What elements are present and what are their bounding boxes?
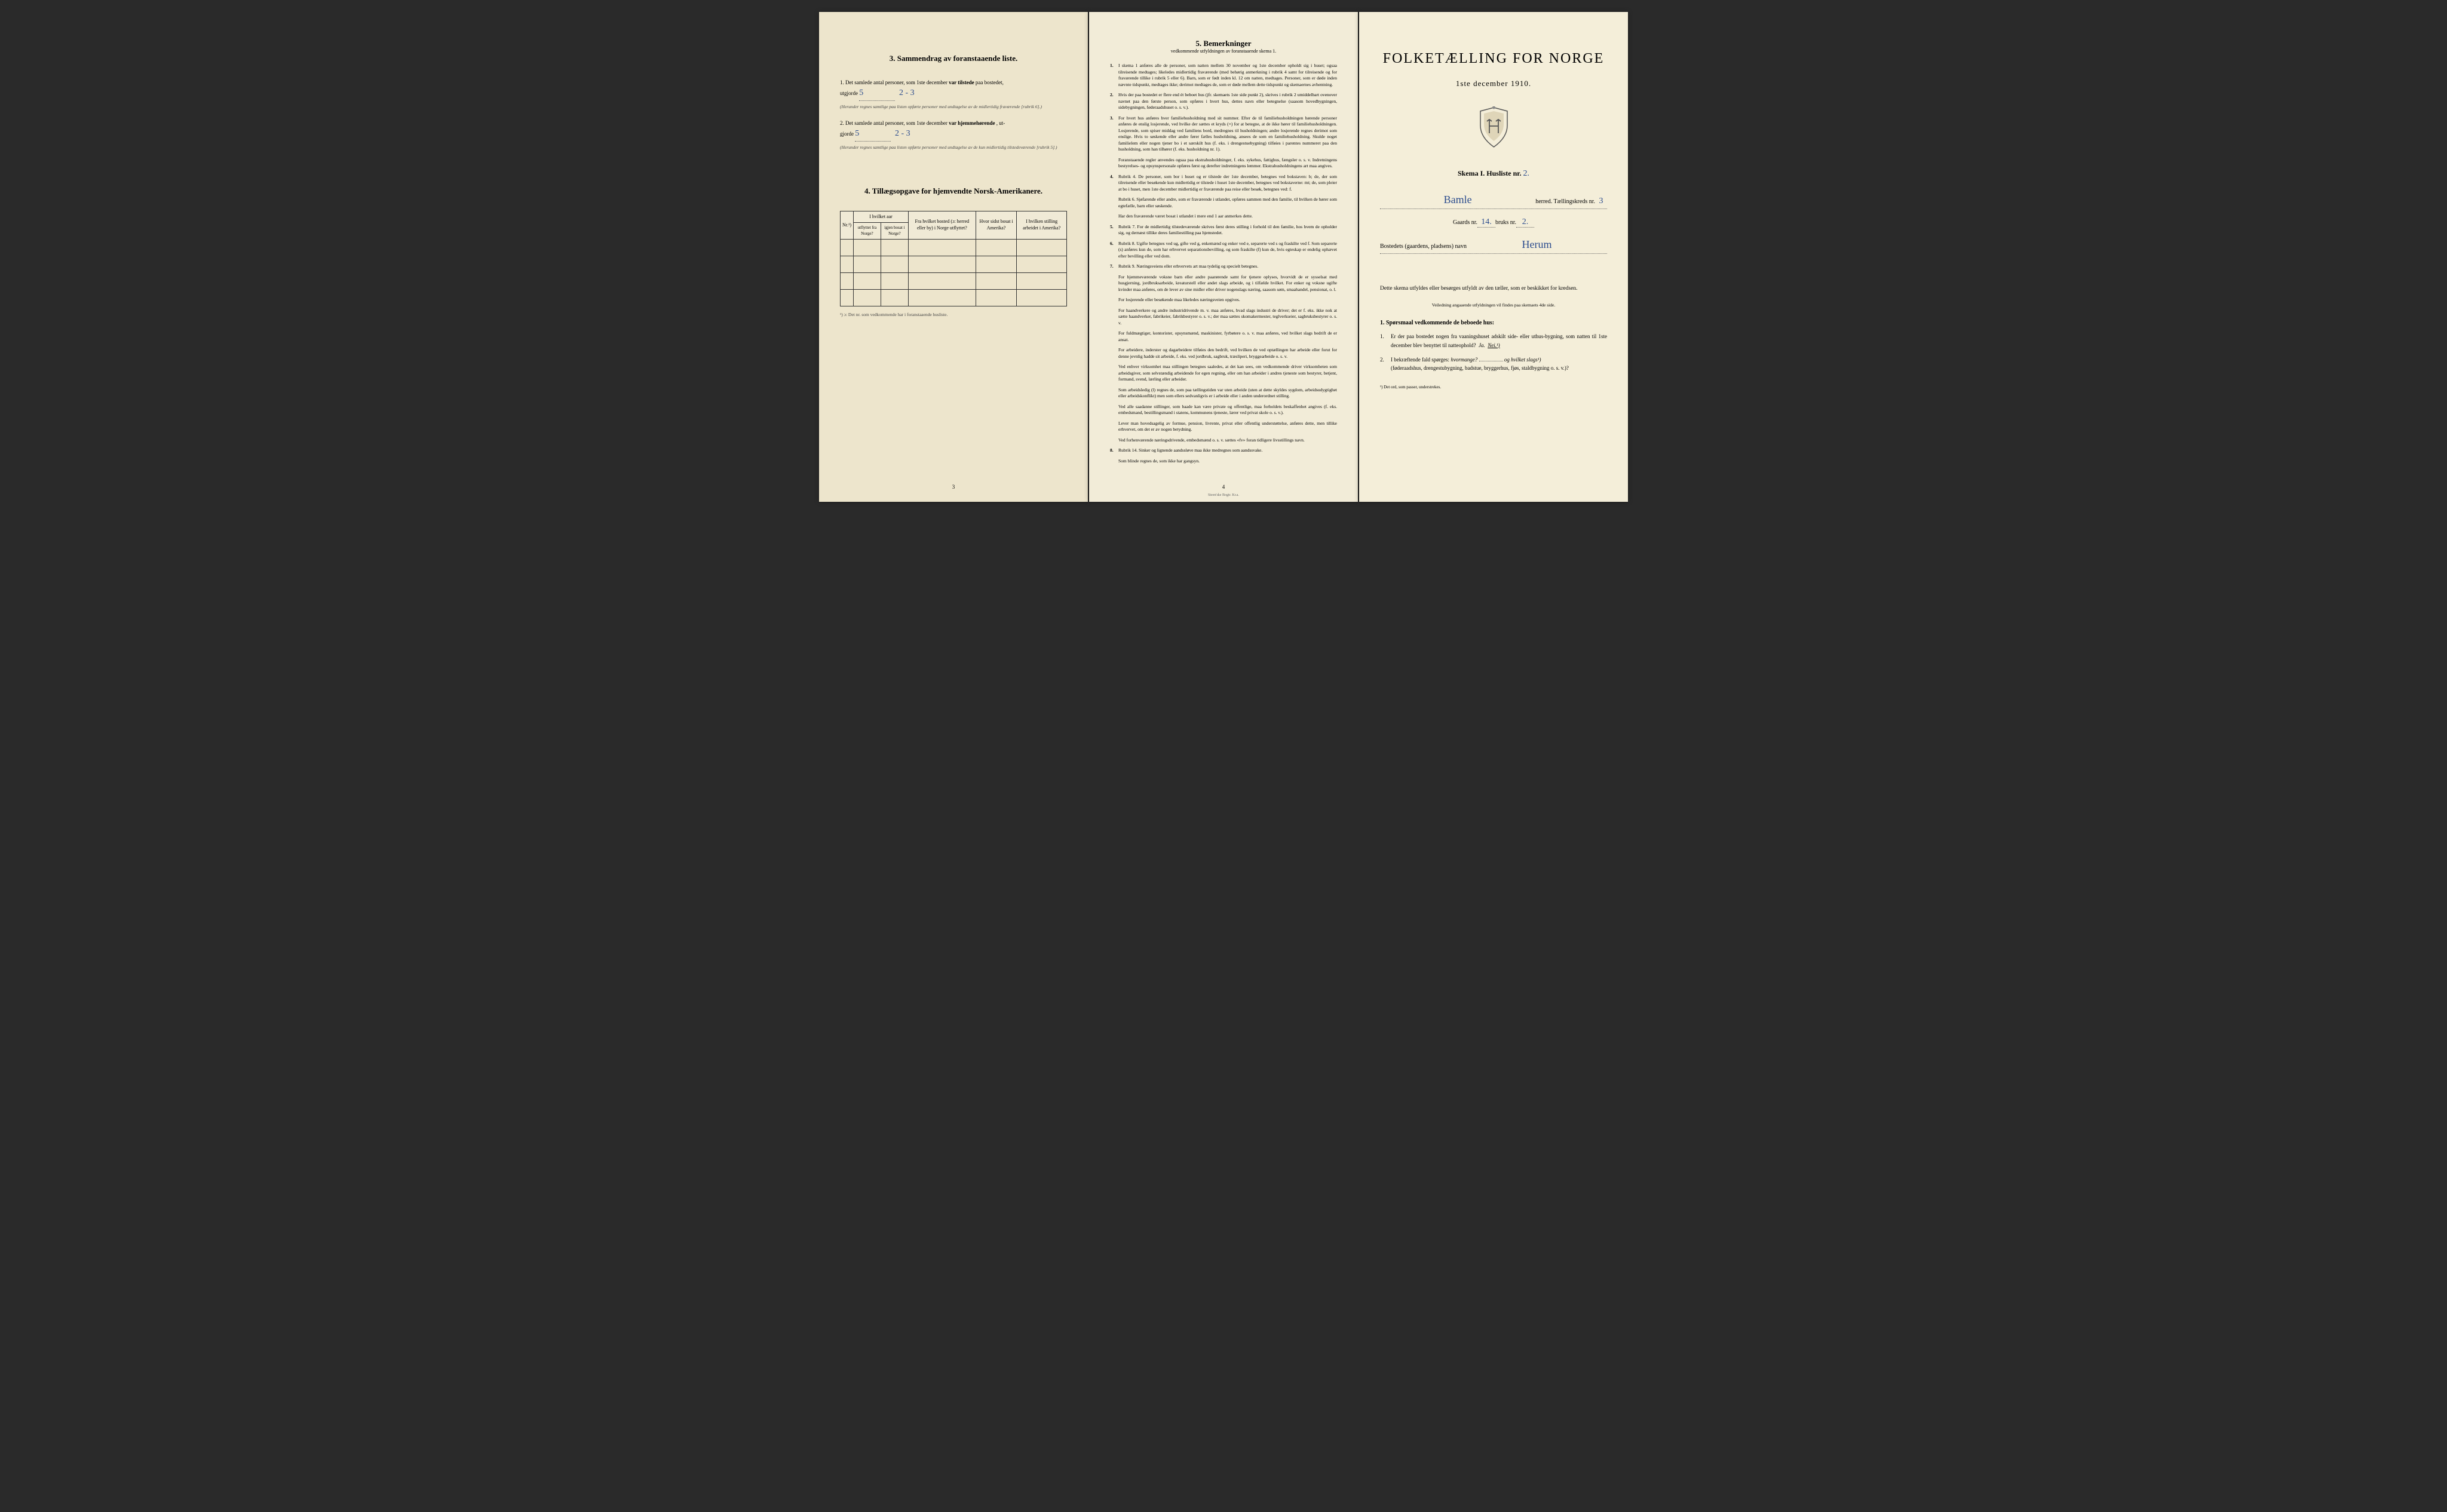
hw-total-present: 5 — [859, 87, 863, 100]
remarks-title: 5. Bemerkninger — [1110, 39, 1337, 48]
hw-husliste-nr: 2. — [1523, 169, 1530, 179]
section-4-title: 4. Tillægsopgave for hjemvendte Norsk-Am… — [840, 186, 1067, 196]
summary-item-1: 1. Det samlede antal personer, som 1ste … — [840, 78, 1067, 110]
remarks-item: Har den fraværende været bosat i utlande… — [1118, 213, 1337, 220]
hw-breakdown-1: 2 - 3 — [899, 87, 915, 100]
coat-of-arms — [1380, 106, 1607, 151]
question-section-title: 1. Spørsmaal vedkommende de beboede hus: — [1380, 320, 1607, 326]
hw-herred: Bamle — [1444, 194, 1472, 206]
small-note: Veiledning angaaende utfyldningen vil fi… — [1380, 302, 1607, 308]
remarks-item: Lever man hovedsagelig av formue, pensio… — [1118, 421, 1337, 433]
page-4: 5. Bemerkninger vedkommende utfyldningen… — [1089, 12, 1358, 502]
hw-breakdown-2: 2 - 3 — [895, 127, 910, 140]
th-returned: igjen bosat i Norge? — [881, 223, 908, 239]
question-2: 2. I bekræftende fald spørges: hvormange… — [1380, 355, 1607, 373]
th-occupation: I hvilken stilling arbeidet i Amerika? — [1017, 211, 1067, 240]
th-year: I hvilket aar — [854, 211, 909, 223]
instruction: Dette skema utfyldes eller besørges utfy… — [1380, 284, 1607, 293]
table-row — [841, 256, 1067, 272]
remarks-item: For arbeidere, inderster og dagarbeidere… — [1118, 347, 1337, 360]
census-date: 1ste december 1910. — [1380, 79, 1607, 88]
th-from: Fra hvilket bosted (ɔ: herred eller by) … — [908, 211, 976, 240]
printer-mark: Steen'ske Bogtr. Kr.a. — [1208, 493, 1239, 497]
remarks-item: 4.Rubrik 4. De personer, som bor i huset… — [1110, 174, 1337, 193]
th-nr: Nr.¹) — [841, 211, 854, 240]
hw-bruks-nr: 2. — [1516, 217, 1534, 228]
page-number: 4 — [1222, 484, 1225, 490]
gaards-line: Gaards nr. 14. bruks nr. 2. — [1380, 217, 1607, 230]
page-number: 3 — [952, 484, 955, 490]
remarks-item: 2.Hvis der paa bostedet er flere end ét … — [1110, 92, 1337, 111]
table-row — [841, 239, 1067, 256]
footnote: ¹) Det ord, som passer, understrekes. — [1380, 385, 1607, 389]
page-3: 3. Sammendrag av foranstaaende liste. 1.… — [819, 12, 1088, 502]
remarks-item: Som arbeidsledig (l) regnes de, som paa … — [1118, 387, 1337, 400]
remarks-subtitle: vedkommende utfyldningen av foranstaaend… — [1110, 48, 1337, 54]
skema-line: Skema I. Husliste nr. 2. — [1380, 169, 1607, 179]
answer-nei: Nei.¹) — [1488, 342, 1500, 348]
remarks-item: Som blinde regnes de, som ikke har gangs… — [1118, 458, 1337, 465]
bosted-line: Bostedets (gaardens, pladsens) navn Heru… — [1380, 238, 1607, 254]
remarks-item: For losjerende eller besøkende maa likel… — [1118, 297, 1337, 303]
remarks-item: Rubrik 6. Sjøfarende eller andre, som er… — [1118, 197, 1337, 209]
remarks-item: For fuldmægtiger, kontorister, opsynsmæn… — [1118, 330, 1337, 343]
section-3-title: 3. Sammendrag av foranstaaende liste. — [840, 54, 1067, 63]
th-emigrated: utflyttet fra Norge? — [854, 223, 881, 239]
hw-kreds-nr: 3 — [1595, 197, 1607, 206]
question-1: 1. Er der paa bostedet nogen fra vaaning… — [1380, 332, 1607, 349]
remarks-item: For haandverkere og andre industridriven… — [1118, 308, 1337, 327]
main-title: FOLKETÆLLING FOR NORGE — [1380, 51, 1607, 67]
emigrant-table: Nr.¹) I hvilket aar Fra hvilket bosted (… — [840, 211, 1067, 306]
hw-bosted: Herum — [1522, 238, 1551, 251]
hw-total-resident: 5 — [855, 127, 859, 140]
table-row — [841, 289, 1067, 306]
summary-item-2: 2. Det samlede antal personer, som 1ste … — [840, 119, 1067, 151]
herred-line: Bamle herred. Tællingskreds nr. 3 — [1380, 194, 1607, 209]
remarks-item: 7.Rubrik 9. Næringsveiens eller erhverve… — [1110, 263, 1337, 270]
remarks-item: 5.Rubrik 7. For de midlertidig tilstedev… — [1110, 224, 1337, 237]
remarks-item: 3.For hvert hus anføres hver familiehush… — [1110, 115, 1337, 153]
remarks-item: 1.I skema 1 anføres alle de personer, so… — [1110, 63, 1337, 88]
remarks-item: Ved enhver virksomhet maa stillingen bet… — [1118, 364, 1337, 383]
page-1-cover: FOLKETÆLLING FOR NORGE 1ste december 191… — [1359, 12, 1628, 502]
table-footnote: ¹) ɔ: Det nr. som vedkommende har i fora… — [840, 311, 1067, 318]
remarks-item: For hjemmeværende voksne barn eller andr… — [1118, 274, 1337, 293]
remarks-list: 1.I skema 1 anføres alle de personer, so… — [1110, 63, 1337, 464]
remarks-item: Ved forhenværende næringsdrivende, embed… — [1118, 437, 1337, 444]
th-where: Hvor sidst bosat i Amerika? — [976, 211, 1017, 240]
remarks-item: Foranstaaende regler anvendes ogsaa paa … — [1118, 157, 1337, 170]
hw-gaards-nr: 14. — [1477, 217, 1495, 228]
remarks-item: 8.Rubrik 14. Sinker og lignende aandsslø… — [1110, 447, 1337, 454]
census-document: 3. Sammendrag av foranstaaende liste. 1.… — [819, 12, 1628, 502]
remarks-item: Ved alle saadanne stillinger, som baade … — [1118, 404, 1337, 416]
remarks-item: 6.Rubrik 8. Ugifte betegnes ved ug, gift… — [1110, 241, 1337, 260]
table-row — [841, 272, 1067, 289]
